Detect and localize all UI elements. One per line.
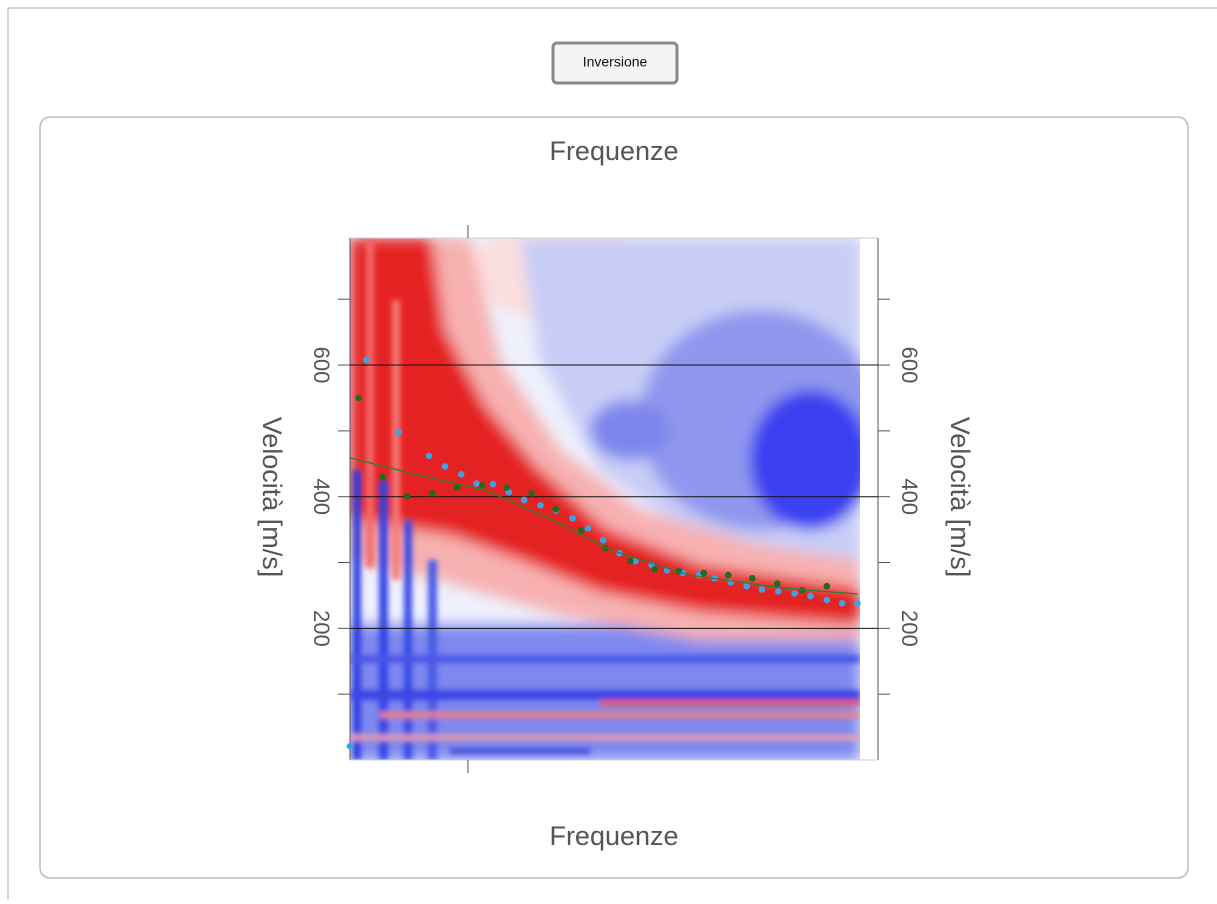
point bbox=[823, 582, 831, 590]
point bbox=[791, 590, 798, 597]
point bbox=[428, 490, 436, 497]
point bbox=[807, 592, 814, 600]
point bbox=[758, 586, 766, 593]
point bbox=[599, 536, 607, 544]
point bbox=[626, 557, 634, 565]
point bbox=[748, 575, 756, 582]
point bbox=[425, 452, 433, 460]
y-tick-label: 200 bbox=[309, 610, 334, 647]
point bbox=[569, 515, 576, 522]
y-tick-label: 400 bbox=[897, 478, 922, 515]
point bbox=[478, 482, 486, 489]
fit-line bbox=[349, 457, 858, 595]
point bbox=[520, 496, 528, 504]
x-axis-label: Frequenze bbox=[549, 821, 678, 851]
point bbox=[632, 557, 639, 565]
button-label[interactable]: Inversione bbox=[583, 54, 648, 70]
point bbox=[838, 600, 846, 607]
y-tick-label: 600 bbox=[897, 347, 922, 384]
point bbox=[773, 580, 781, 587]
point bbox=[552, 505, 560, 513]
point bbox=[503, 484, 511, 491]
point bbox=[724, 571, 732, 579]
point bbox=[823, 596, 831, 604]
point bbox=[403, 492, 411, 500]
point bbox=[854, 600, 861, 607]
point bbox=[775, 588, 782, 595]
point bbox=[700, 569, 708, 577]
point bbox=[355, 394, 362, 402]
point bbox=[395, 428, 402, 436]
point bbox=[473, 480, 480, 487]
point bbox=[441, 463, 449, 470]
point bbox=[743, 582, 750, 590]
point bbox=[537, 501, 544, 509]
y-tick-label: 400 bbox=[309, 478, 334, 515]
y-tick-label: 200 bbox=[897, 610, 922, 647]
y-axis-label-right: Velocità [m/s] bbox=[945, 417, 975, 578]
point bbox=[346, 742, 354, 750]
point bbox=[457, 471, 465, 478]
chart-title: Frequenze bbox=[549, 136, 678, 166]
point bbox=[379, 473, 386, 481]
button-frame[interactable] bbox=[551, 41, 679, 85]
point bbox=[528, 490, 536, 497]
button[interactable]: Inversione bbox=[551, 41, 679, 85]
point bbox=[651, 565, 659, 573]
heatmap bbox=[350, 238, 860, 760]
point bbox=[363, 356, 370, 364]
point bbox=[577, 526, 585, 534]
y-tick-label: 600 bbox=[309, 347, 334, 384]
point bbox=[489, 480, 497, 488]
point bbox=[584, 524, 592, 532]
y-axis-label: Velocità [m/s] bbox=[257, 417, 287, 578]
point bbox=[453, 484, 461, 491]
